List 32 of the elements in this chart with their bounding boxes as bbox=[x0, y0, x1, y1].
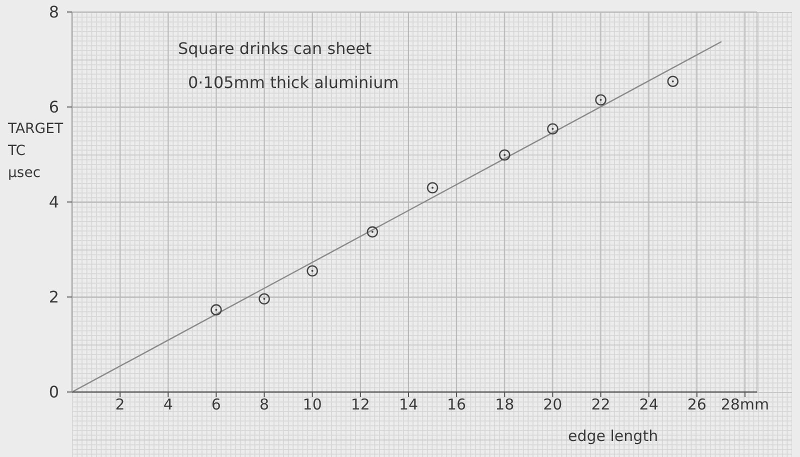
point bbox=[426, 182, 438, 194]
x-tick-label: 4 bbox=[163, 396, 173, 414]
x-tick-label: 10 bbox=[302, 396, 322, 414]
y-axis-title: TARGET TC μsec bbox=[8, 120, 64, 183]
x-tick-label: 24 bbox=[639, 396, 658, 414]
y-tick-label: 2 bbox=[48, 288, 59, 307]
y-tick-label: 4 bbox=[48, 192, 59, 212]
x-tick-label: 18 bbox=[495, 396, 514, 414]
x-tick-label: 6 bbox=[211, 396, 221, 414]
x-tick-label: 16 bbox=[447, 396, 466, 414]
point bbox=[547, 123, 558, 134]
y-tick-label: 8 bbox=[48, 2, 59, 22]
x-tick-label: 28mm bbox=[720, 396, 770, 414]
point bbox=[258, 293, 270, 305]
point bbox=[366, 226, 378, 238]
x-axis-title: edge length bbox=[568, 426, 658, 446]
annotation: Square drinks can sheet bbox=[178, 38, 372, 60]
annotation: 0·105mm thick aluminium bbox=[188, 72, 399, 94]
point bbox=[498, 149, 510, 161]
x-tick-label: 14 bbox=[398, 396, 418, 414]
point bbox=[210, 304, 222, 316]
x-tick-label: 26 bbox=[687, 396, 706, 414]
y-tick-label: 0 bbox=[48, 382, 59, 402]
x-tick-label: 2 bbox=[115, 396, 125, 414]
x-tick-label: 8 bbox=[260, 396, 270, 414]
point bbox=[595, 94, 606, 106]
x-tick-label: 22 bbox=[591, 396, 610, 414]
point bbox=[667, 76, 679, 87]
x-tick-label: 20 bbox=[543, 396, 562, 414]
y-tick-label: 6 bbox=[48, 98, 59, 117]
x-tick-label: 12 bbox=[350, 396, 370, 414]
point bbox=[306, 265, 318, 277]
